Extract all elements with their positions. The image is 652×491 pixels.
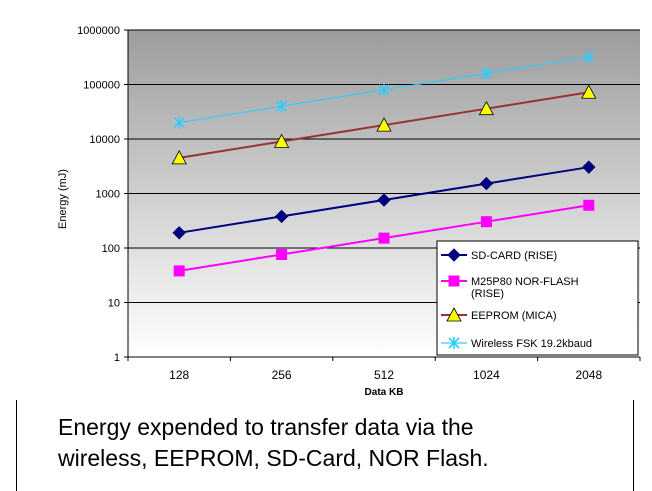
data-point bbox=[583, 50, 595, 63]
legend-marker bbox=[448, 275, 460, 287]
legend-item-1: M25P80 NOR-FLASH (RISE) bbox=[441, 275, 579, 300]
legend-label: Wireless FSK 19.2kbaud bbox=[471, 338, 592, 350]
caption-line-1: Energy expended to transfer data via the bbox=[58, 414, 474, 440]
legend-item-0: SD-CARD (RISE) bbox=[441, 248, 557, 262]
caption-line-2: wireless, EEPROM, SD-Card, NOR Flash. bbox=[58, 445, 489, 471]
data-point bbox=[273, 133, 290, 148]
series-1 bbox=[173, 199, 595, 277]
y-tick-labels: 1 10 100 1000 10000 100000 1000000 bbox=[77, 25, 128, 364]
data-point bbox=[378, 83, 390, 96]
data-point bbox=[582, 160, 596, 174]
data-point bbox=[276, 100, 288, 113]
x-tick-label: 2048 bbox=[575, 368, 602, 382]
legend-marker bbox=[446, 307, 462, 322]
y-tick-label: 10000 bbox=[89, 134, 120, 146]
data-point bbox=[172, 226, 186, 240]
data-point bbox=[274, 209, 289, 224]
data-point bbox=[377, 193, 391, 207]
y-tick-label: 100 bbox=[102, 243, 120, 255]
legend-box bbox=[436, 240, 639, 356]
x-tick-label: 256 bbox=[272, 368, 292, 382]
y-axis-label: Energy (mJ) bbox=[57, 169, 69, 229]
data-point bbox=[581, 84, 597, 99]
energy-chart: 1 10 100 1000 10000 100000 1000000 128 256 512 10… bbox=[57, 25, 641, 398]
legend-marker bbox=[448, 337, 460, 349]
slide-caption: Energy expended to transfer data via the… bbox=[58, 412, 638, 474]
data-point bbox=[378, 232, 390, 244]
y-tick-label: 1 bbox=[114, 352, 120, 364]
legend-marker bbox=[447, 248, 461, 262]
data-point bbox=[173, 116, 185, 129]
data-point bbox=[479, 176, 494, 191]
legend-label: EEPROM (MICA) bbox=[471, 310, 557, 322]
data-point bbox=[173, 265, 185, 277]
x-axis-label: Data KB bbox=[365, 387, 404, 398]
x-tick-label: 128 bbox=[169, 368, 189, 382]
legend-label: M25P80 NOR-FLASH (RISE) bbox=[471, 276, 579, 300]
y-tick-label: 1000 bbox=[96, 189, 120, 201]
legend-item-2: EEPROM (MICA) bbox=[441, 307, 557, 322]
series-0 bbox=[172, 160, 596, 240]
data-point bbox=[478, 100, 495, 116]
series-2 bbox=[171, 84, 597, 165]
x-tick-label: 1024 bbox=[473, 368, 500, 382]
x-tick-label: 512 bbox=[374, 368, 394, 382]
x-tick-labels: 128 256 512 1024 2048 bbox=[127, 357, 641, 382]
series-3 bbox=[173, 50, 595, 129]
data-point bbox=[583, 199, 595, 211]
data-point bbox=[171, 150, 187, 165]
y-tick-label: 100000 bbox=[83, 80, 120, 92]
data-point bbox=[276, 248, 288, 260]
y-tick-label: 10 bbox=[108, 298, 120, 310]
data-series bbox=[171, 50, 597, 277]
legend-item-3: Wireless FSK 19.2kbaud bbox=[441, 337, 592, 350]
data-point bbox=[480, 216, 492, 228]
y-tick-label: 1000000 bbox=[77, 25, 120, 37]
legend: SD-CARD (RISE) M25P80 NOR-FLASH (RISE) EEPR… bbox=[436, 240, 639, 356]
data-point bbox=[480, 67, 492, 80]
legend-label: SD-CARD (RISE) bbox=[471, 250, 557, 262]
data-point bbox=[376, 117, 392, 132]
